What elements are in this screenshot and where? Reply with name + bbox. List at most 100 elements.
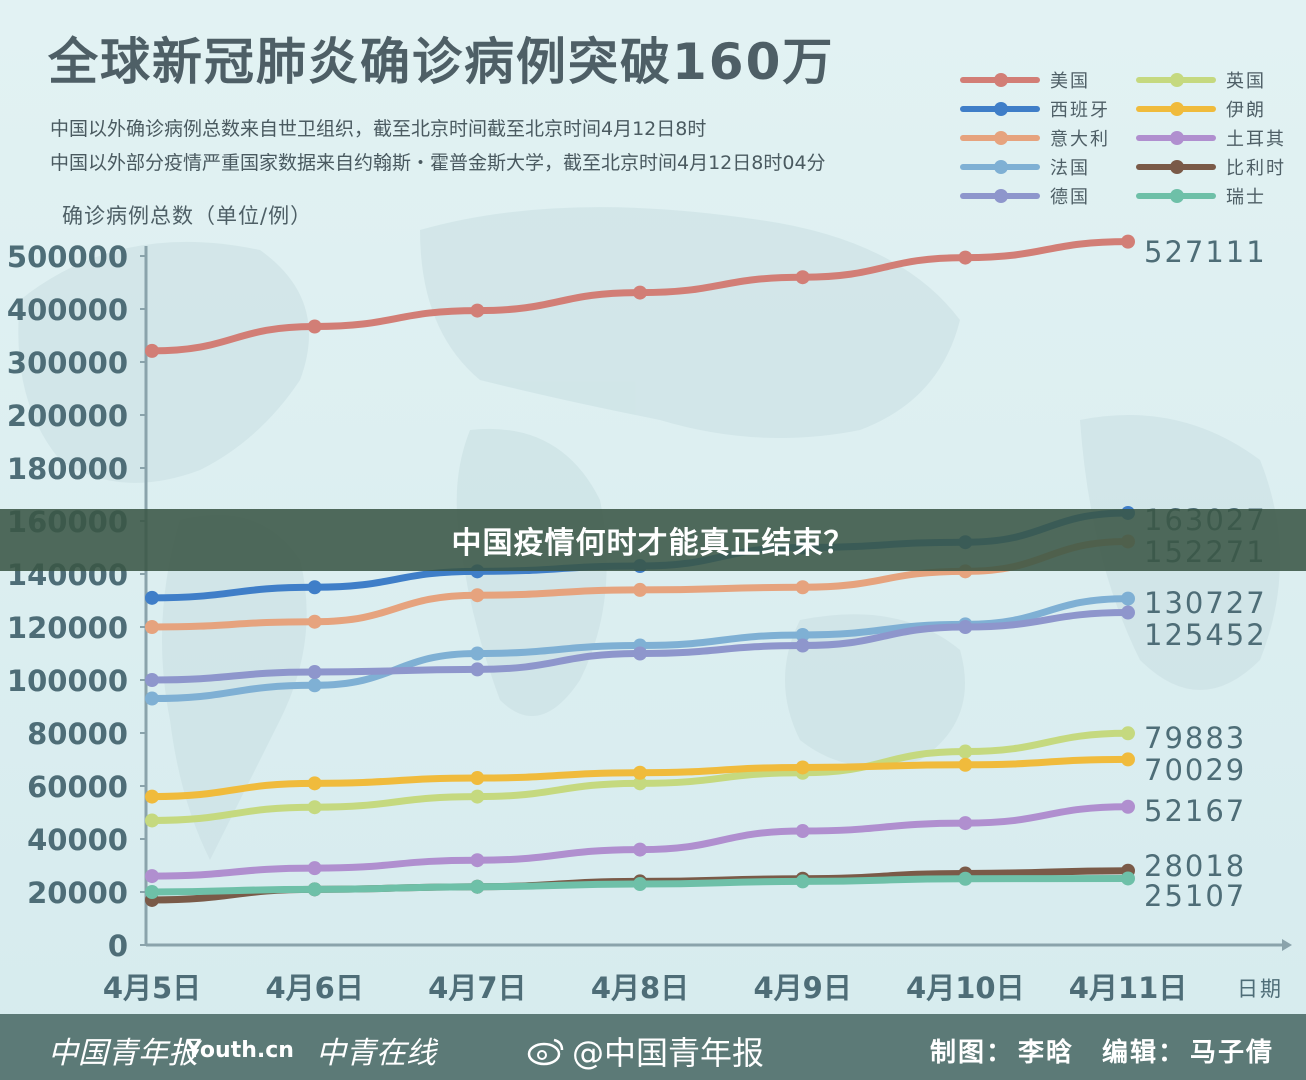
credits: 制图： 李晗 编辑： 马子倩 bbox=[930, 1032, 1274, 1069]
data-point bbox=[307, 665, 322, 680]
data-point bbox=[470, 853, 485, 868]
legend-item: 土耳其 bbox=[1136, 126, 1286, 150]
y-tick-label: 40000 bbox=[27, 823, 128, 857]
end-value-label: 125452 bbox=[1144, 618, 1267, 652]
series-德国 bbox=[145, 605, 1135, 687]
legend-label: 德国 bbox=[1050, 187, 1090, 208]
data-point bbox=[307, 614, 322, 629]
chart-title: 全球新冠肺炎确诊病例突破160万 bbox=[48, 33, 835, 91]
data-point bbox=[470, 789, 485, 804]
cyd-logo: 中国青年报 bbox=[48, 1036, 198, 1071]
data-point bbox=[958, 250, 973, 265]
data-point bbox=[307, 800, 322, 815]
data-point bbox=[795, 270, 810, 285]
data-point bbox=[1121, 871, 1135, 886]
end-value-label: 527111 bbox=[1144, 235, 1267, 269]
data-point bbox=[470, 771, 485, 786]
x-tick-label: 4月11日 bbox=[1069, 971, 1188, 1005]
data-point bbox=[470, 588, 485, 603]
series-伊朗 bbox=[145, 752, 1135, 804]
y-tick-label: 60000 bbox=[27, 770, 128, 804]
legend: 美国 西班牙 意大利 法国 德国 英国 伊朗 土耳其 比利时 瑞士 bbox=[960, 68, 1300, 218]
end-value-label: 79883 bbox=[1144, 721, 1246, 755]
y-axis-label: 确诊病例总数（单位/例） bbox=[62, 204, 313, 228]
data-point bbox=[307, 776, 322, 791]
footer-bar: 中国青年报 Youth.cn 中青在线 @中国青年报 制图： 李晗 编辑： 马子倩 bbox=[0, 1014, 1306, 1080]
data-point bbox=[795, 760, 810, 775]
y-tick-label: 20000 bbox=[27, 876, 128, 910]
data-point bbox=[795, 824, 810, 839]
legend-label: 土耳其 bbox=[1226, 129, 1286, 150]
y-tick-label: 180000 bbox=[7, 452, 128, 486]
y-tick-labels: 0200004000060000800001000001200001400001… bbox=[7, 240, 146, 963]
legend-swatch bbox=[1136, 73, 1216, 87]
weibo-icon bbox=[527, 1038, 564, 1066]
legend-label: 意大利 bbox=[1050, 129, 1110, 150]
legend-item: 英国 bbox=[1136, 68, 1266, 92]
legend-label: 英国 bbox=[1226, 71, 1266, 92]
legend-swatch bbox=[960, 160, 1040, 174]
legend-item: 德国 bbox=[960, 184, 1090, 208]
legend-item: 比利时 bbox=[1136, 155, 1286, 179]
x-tick-label: 4月7日 bbox=[428, 971, 526, 1005]
youth-cn-logo: Youth.cn bbox=[186, 1038, 294, 1063]
data-point bbox=[1121, 752, 1135, 767]
data-point bbox=[470, 646, 485, 661]
data-point bbox=[145, 343, 159, 358]
x-axis-arrow bbox=[1282, 939, 1292, 951]
legend-label: 瑞士 bbox=[1226, 187, 1266, 208]
data-point bbox=[145, 885, 159, 899]
y-tick-label: 500000 bbox=[7, 240, 128, 274]
data-point bbox=[958, 620, 973, 634]
data-point bbox=[470, 662, 485, 677]
legend-item: 瑞士 bbox=[1136, 184, 1266, 208]
series-line bbox=[148, 803, 1132, 880]
data-point bbox=[145, 813, 159, 828]
legend-swatch bbox=[1136, 131, 1216, 145]
data-point bbox=[633, 776, 647, 791]
y-tick-label: 100000 bbox=[7, 664, 128, 698]
data-point bbox=[307, 861, 322, 876]
legend-swatch bbox=[1136, 160, 1216, 174]
data-point bbox=[1121, 726, 1135, 741]
legend-swatch bbox=[960, 131, 1040, 145]
cyol-logo: 中青在线 bbox=[316, 1036, 436, 1071]
legend-label: 伊朗 bbox=[1226, 100, 1266, 121]
legend-swatch bbox=[960, 189, 1040, 203]
data-point bbox=[145, 691, 159, 706]
series-美国 bbox=[145, 234, 1135, 358]
credit-editor-label: 编辑： bbox=[1101, 1038, 1186, 1068]
data-point bbox=[1121, 234, 1135, 249]
legend-label: 西班牙 bbox=[1050, 100, 1110, 121]
data-point bbox=[958, 757, 973, 772]
legend-swatch bbox=[960, 102, 1040, 116]
data-point bbox=[633, 285, 647, 300]
x-tick-label: 4月8日 bbox=[591, 971, 689, 1005]
source-note-1: 中国以外确诊病例总数来自世卫组织，截至北京时间截至北京时间4月12日8时 bbox=[50, 118, 707, 140]
data-point bbox=[307, 580, 322, 595]
weibo-handle: @中国青年报 bbox=[526, 1028, 764, 1074]
credit-chart-name: 李晗 bbox=[1017, 1038, 1074, 1068]
data-point bbox=[145, 673, 159, 687]
headline-banner[interactable]: 中国疫情何时才能真正结束？ bbox=[0, 509, 1306, 571]
data-point bbox=[145, 590, 159, 605]
legend-swatch bbox=[1136, 189, 1216, 203]
data-point bbox=[633, 842, 647, 857]
data-point bbox=[470, 879, 485, 894]
end-value-label: 52167 bbox=[1144, 794, 1246, 828]
credit-chart-label: 制图： bbox=[929, 1038, 1014, 1068]
data-point bbox=[633, 646, 647, 661]
data-point bbox=[795, 638, 810, 653]
end-value-label: 25107 bbox=[1144, 879, 1246, 913]
x-tick-label: 4月10日 bbox=[906, 971, 1025, 1005]
data-point bbox=[633, 582, 647, 597]
y-tick-label: 0 bbox=[108, 929, 128, 963]
data-point bbox=[958, 871, 973, 886]
data-point bbox=[145, 620, 159, 634]
legend-swatch bbox=[1136, 102, 1216, 116]
end-value-label: 70029 bbox=[1144, 753, 1246, 787]
y-tick-label: 80000 bbox=[27, 717, 128, 751]
data-point bbox=[1121, 605, 1135, 620]
data-point bbox=[470, 303, 485, 318]
